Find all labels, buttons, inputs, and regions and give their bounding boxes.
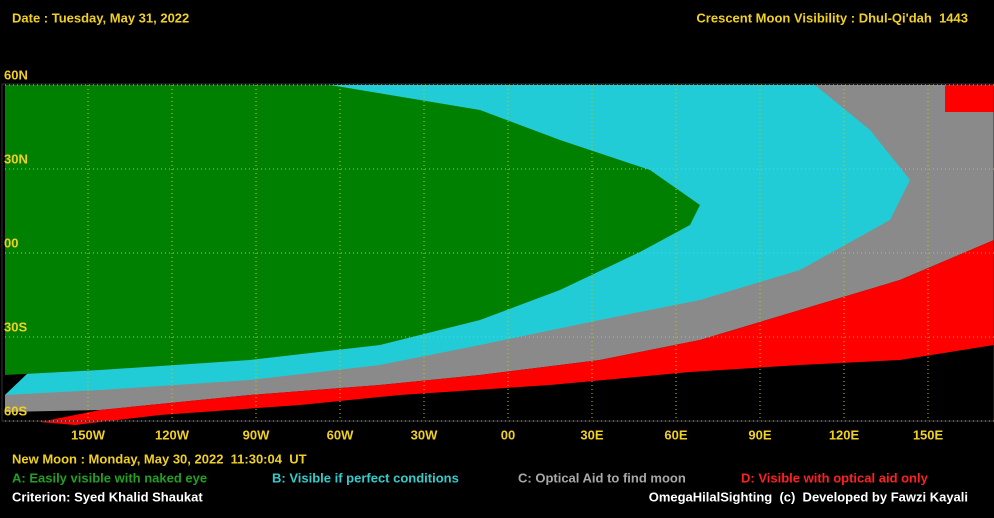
zone-red [40,240,994,425]
lon-label: 120E [829,427,860,442]
lon-label: 60E [664,427,687,442]
date: Date : Tuesday, May 31, 2022 [12,10,189,25]
credit: OmegaHilalSighting (c) Developed by Fawz… [649,489,968,504]
lon-label: 60W [327,427,354,442]
title: Crescent Moon Visibility : Dhul-Qi'dah 1… [696,10,968,25]
legend-item: D: Visible with optical aid only [741,470,929,485]
lon-label: 120W [155,427,190,442]
lat-label: 00 [4,235,18,250]
lon-label: 30E [580,427,603,442]
zone-red-ne [945,85,994,112]
lon-label: 90E [748,427,771,442]
lon-label: 30W [411,427,438,442]
lon-label: 150E [913,427,944,442]
legend-item: C: Optical Aid to find moon [518,470,686,485]
lat-label: 30S [4,319,27,334]
lat-label: 30N [4,151,28,166]
lon-label: 90W [243,427,270,442]
graticule: 60N 30N 00 30S 60S 150W 120W 90W 60W 30W 00 30E 60E 9… [4,67,994,442]
legend: A: Easily visible with naked eye B: Visib… [12,470,929,485]
lon-label: 150W [71,427,106,442]
legend-item: B: Visible if perfect conditions [272,470,459,485]
legend-item: A: Easily visible with naked eye [12,470,207,485]
criterion: Criterion: Syed Khalid Shaukat [12,489,203,504]
lat-label: 60N [4,67,28,82]
lon-label: 00 [501,427,515,442]
zone-green [5,85,700,375]
lat-label: 60S [4,403,27,418]
new-moon: New Moon : Monday, May 30, 2022 11:30:04… [12,451,307,466]
